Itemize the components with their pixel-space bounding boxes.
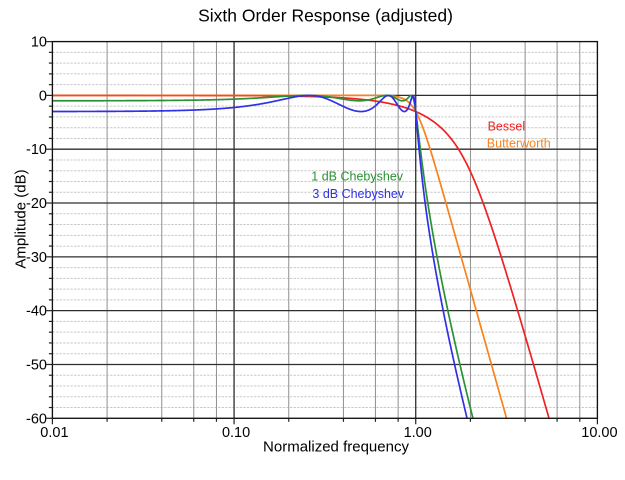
svg-text:1.00: 1.00 <box>404 425 432 441</box>
svg-text:Bessel: Bessel <box>488 120 526 134</box>
svg-text:Butterworth: Butterworth <box>487 136 551 150</box>
svg-text:0.01: 0.01 <box>40 425 68 441</box>
svg-text:0: 0 <box>39 88 47 104</box>
svg-text:10: 10 <box>31 35 47 51</box>
svg-text:-30: -30 <box>26 250 47 266</box>
svg-text:Sixth Order Response (adjusted: Sixth Order Response (adjusted) <box>198 6 453 26</box>
svg-text:-50: -50 <box>26 358 47 374</box>
svg-text:-20: -20 <box>26 196 47 212</box>
svg-text:Amplitude (dB): Amplitude (dB) <box>13 169 30 268</box>
svg-text:10.00: 10.00 <box>581 425 617 441</box>
svg-text:0.10: 0.10 <box>222 425 250 441</box>
svg-text:-60: -60 <box>26 411 47 427</box>
svg-text:1 dB Chebyshev: 1 dB Chebyshev <box>311 169 403 183</box>
svg-text:-40: -40 <box>26 304 47 320</box>
svg-text:-10: -10 <box>26 142 47 158</box>
svg-text:3 dB Chebyshev: 3 dB Chebyshev <box>312 187 404 201</box>
svg-text:Normalized frequency: Normalized frequency <box>263 439 409 456</box>
